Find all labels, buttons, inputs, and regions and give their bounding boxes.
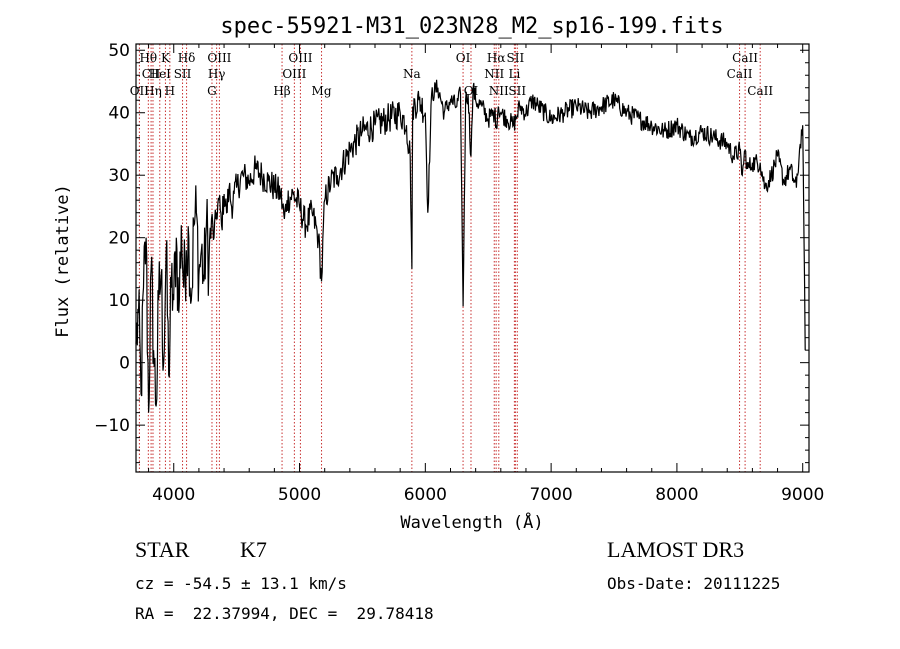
y-tick-label: 50	[108, 41, 130, 61]
observation-date: Obs-Date: 20111225	[607, 574, 781, 593]
line-label: Hδ	[178, 51, 196, 65]
line-label: G	[207, 84, 217, 98]
survey-name: LAMOST DR3	[607, 537, 745, 562]
x-tick-label: 7000	[529, 485, 572, 505]
chart-title: spec-55921-M31_023N28_M2_sp16-199.fits	[220, 14, 723, 39]
line-label: Na	[403, 67, 421, 81]
line-label: CII	[142, 67, 161, 81]
y-tick-label: 30	[108, 166, 130, 186]
line-label: Li	[508, 67, 520, 81]
line-label: OIII	[288, 51, 312, 65]
y-tick-label: 0	[119, 354, 130, 374]
y-axis-label: Flux (relative)	[53, 184, 73, 338]
y-tick-label: 40	[108, 104, 130, 124]
line-label: CaII	[732, 51, 758, 65]
line-label: Hθ	[139, 51, 157, 65]
x-tick-label: 4000	[152, 485, 195, 505]
line-label: Hα	[487, 51, 506, 65]
line-label: Hη	[144, 84, 162, 98]
line-label: SII	[508, 84, 526, 98]
y-tick-label: 20	[108, 229, 130, 249]
spectrum-line	[135, 79, 806, 413]
line-label: SII	[507, 51, 525, 65]
y-tick-label: 10	[108, 291, 130, 311]
line-label: H	[165, 84, 175, 98]
line-label: Hγ	[208, 67, 226, 81]
line-label: NII	[489, 84, 509, 98]
line-marker-group	[138, 44, 761, 472]
line-label: CaII	[747, 84, 773, 98]
line-label: NII	[484, 67, 504, 81]
x-tick-label: 6000	[404, 485, 447, 505]
redshift-velocity: cz = -54.5 ± 13.1 km/s	[135, 574, 347, 593]
line-label: CaII	[727, 67, 753, 81]
line-label: Hβ	[273, 84, 290, 98]
line-label: OI	[456, 51, 471, 65]
object-class: STAR	[135, 537, 190, 562]
x-axis-label: Wavelength (Å)	[400, 511, 543, 533]
coordinates: RA = 22.37994, DEC = 29.78418	[135, 604, 434, 623]
plot-frame	[135, 43, 810, 473]
object-subclass: K7	[240, 537, 267, 562]
line-label: OII	[130, 84, 150, 98]
line-label: K	[161, 51, 171, 65]
y-tick-label: −10	[94, 416, 130, 436]
line-label: HeI	[149, 67, 172, 81]
line-label: OIII	[207, 51, 231, 65]
line-label: OIII	[282, 67, 306, 81]
x-tick-label: 9000	[781, 485, 824, 505]
x-tick-label: 8000	[655, 485, 698, 505]
line-label: Mg	[312, 84, 332, 98]
x-tick-label: 5000	[278, 485, 321, 505]
line-label: SII	[174, 67, 192, 81]
axis-ticks: 4000 5000 6000 7000 8000 9000 −10 0 10 20 30 40 50	[94, 41, 824, 505]
